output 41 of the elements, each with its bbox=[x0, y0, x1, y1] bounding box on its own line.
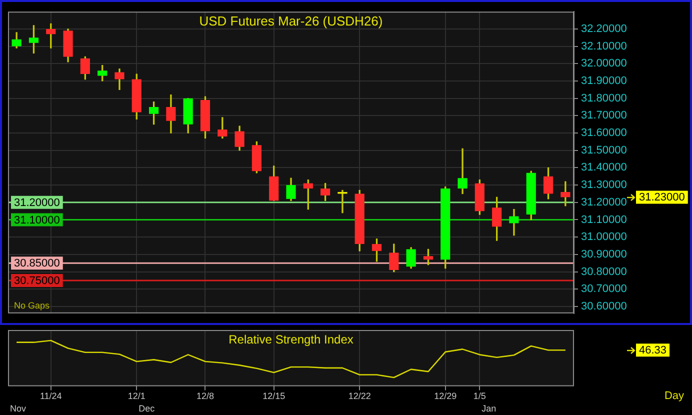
y-tick-label: 30.60000 bbox=[581, 300, 627, 312]
y-tick-label: 31.70000 bbox=[581, 110, 627, 122]
text: Nov bbox=[10, 403, 27, 414]
text: Jan bbox=[482, 403, 496, 414]
ref-line-label: 31.10000 bbox=[14, 214, 60, 226]
y-tick-label: 31.60000 bbox=[581, 127, 627, 140]
y-tick-label: 31.20000 bbox=[581, 196, 627, 208]
y-tick-label: 30.90000 bbox=[581, 248, 627, 260]
candlestick bbox=[560, 181, 570, 206]
text: Dec bbox=[138, 403, 156, 414]
y-tick-label: 32.00000 bbox=[581, 58, 627, 70]
text: Day bbox=[664, 390, 684, 402]
y-tick-label: 31.30000 bbox=[581, 179, 627, 192]
candlestick bbox=[509, 209, 519, 236]
x-tick-label: 1/5 bbox=[473, 391, 486, 402]
ref-line-label: 30.75000 bbox=[14, 274, 60, 287]
y-tick-label: 32.20000 bbox=[581, 22, 627, 35]
chart-title: Relative Strength Index bbox=[228, 332, 354, 346]
x-tick-label: 12/1 bbox=[128, 391, 146, 402]
y-tick-label: 31.50000 bbox=[581, 144, 627, 156]
chart-title: USD Futures Mar-26 (USDH26) bbox=[199, 14, 383, 29]
ref-line-label: 30.85000 bbox=[14, 258, 60, 270]
y-tick-label: 31.40000 bbox=[581, 162, 627, 174]
y-tick-label: 30.70000 bbox=[581, 283, 627, 296]
x-tick-label: 11/24 bbox=[40, 391, 62, 402]
y-tick-label: 30.80000 bbox=[581, 266, 627, 278]
candlestick bbox=[338, 190, 348, 214]
y-tick-label: 31.90000 bbox=[581, 75, 627, 88]
y-tick-label: 31.00000 bbox=[581, 231, 627, 244]
x-tick-label: 12/8 bbox=[196, 391, 214, 402]
y-tick-label: 32.10000 bbox=[581, 40, 627, 52]
x-tick-label: 12/29 bbox=[434, 391, 457, 402]
y-tick-label: 31.10000 bbox=[581, 214, 627, 226]
x-tick-label: 12/22 bbox=[348, 391, 371, 402]
text: 31.23000 bbox=[639, 192, 685, 204]
ref-line-label: 31.20000 bbox=[14, 196, 60, 209]
y-tick-label: 31.80000 bbox=[581, 92, 627, 104]
x-tick-label: 12/15 bbox=[262, 391, 286, 402]
text: 46.33 bbox=[639, 344, 667, 357]
candlestick bbox=[458, 148, 468, 194]
annotation: No Gaps bbox=[14, 300, 50, 310]
